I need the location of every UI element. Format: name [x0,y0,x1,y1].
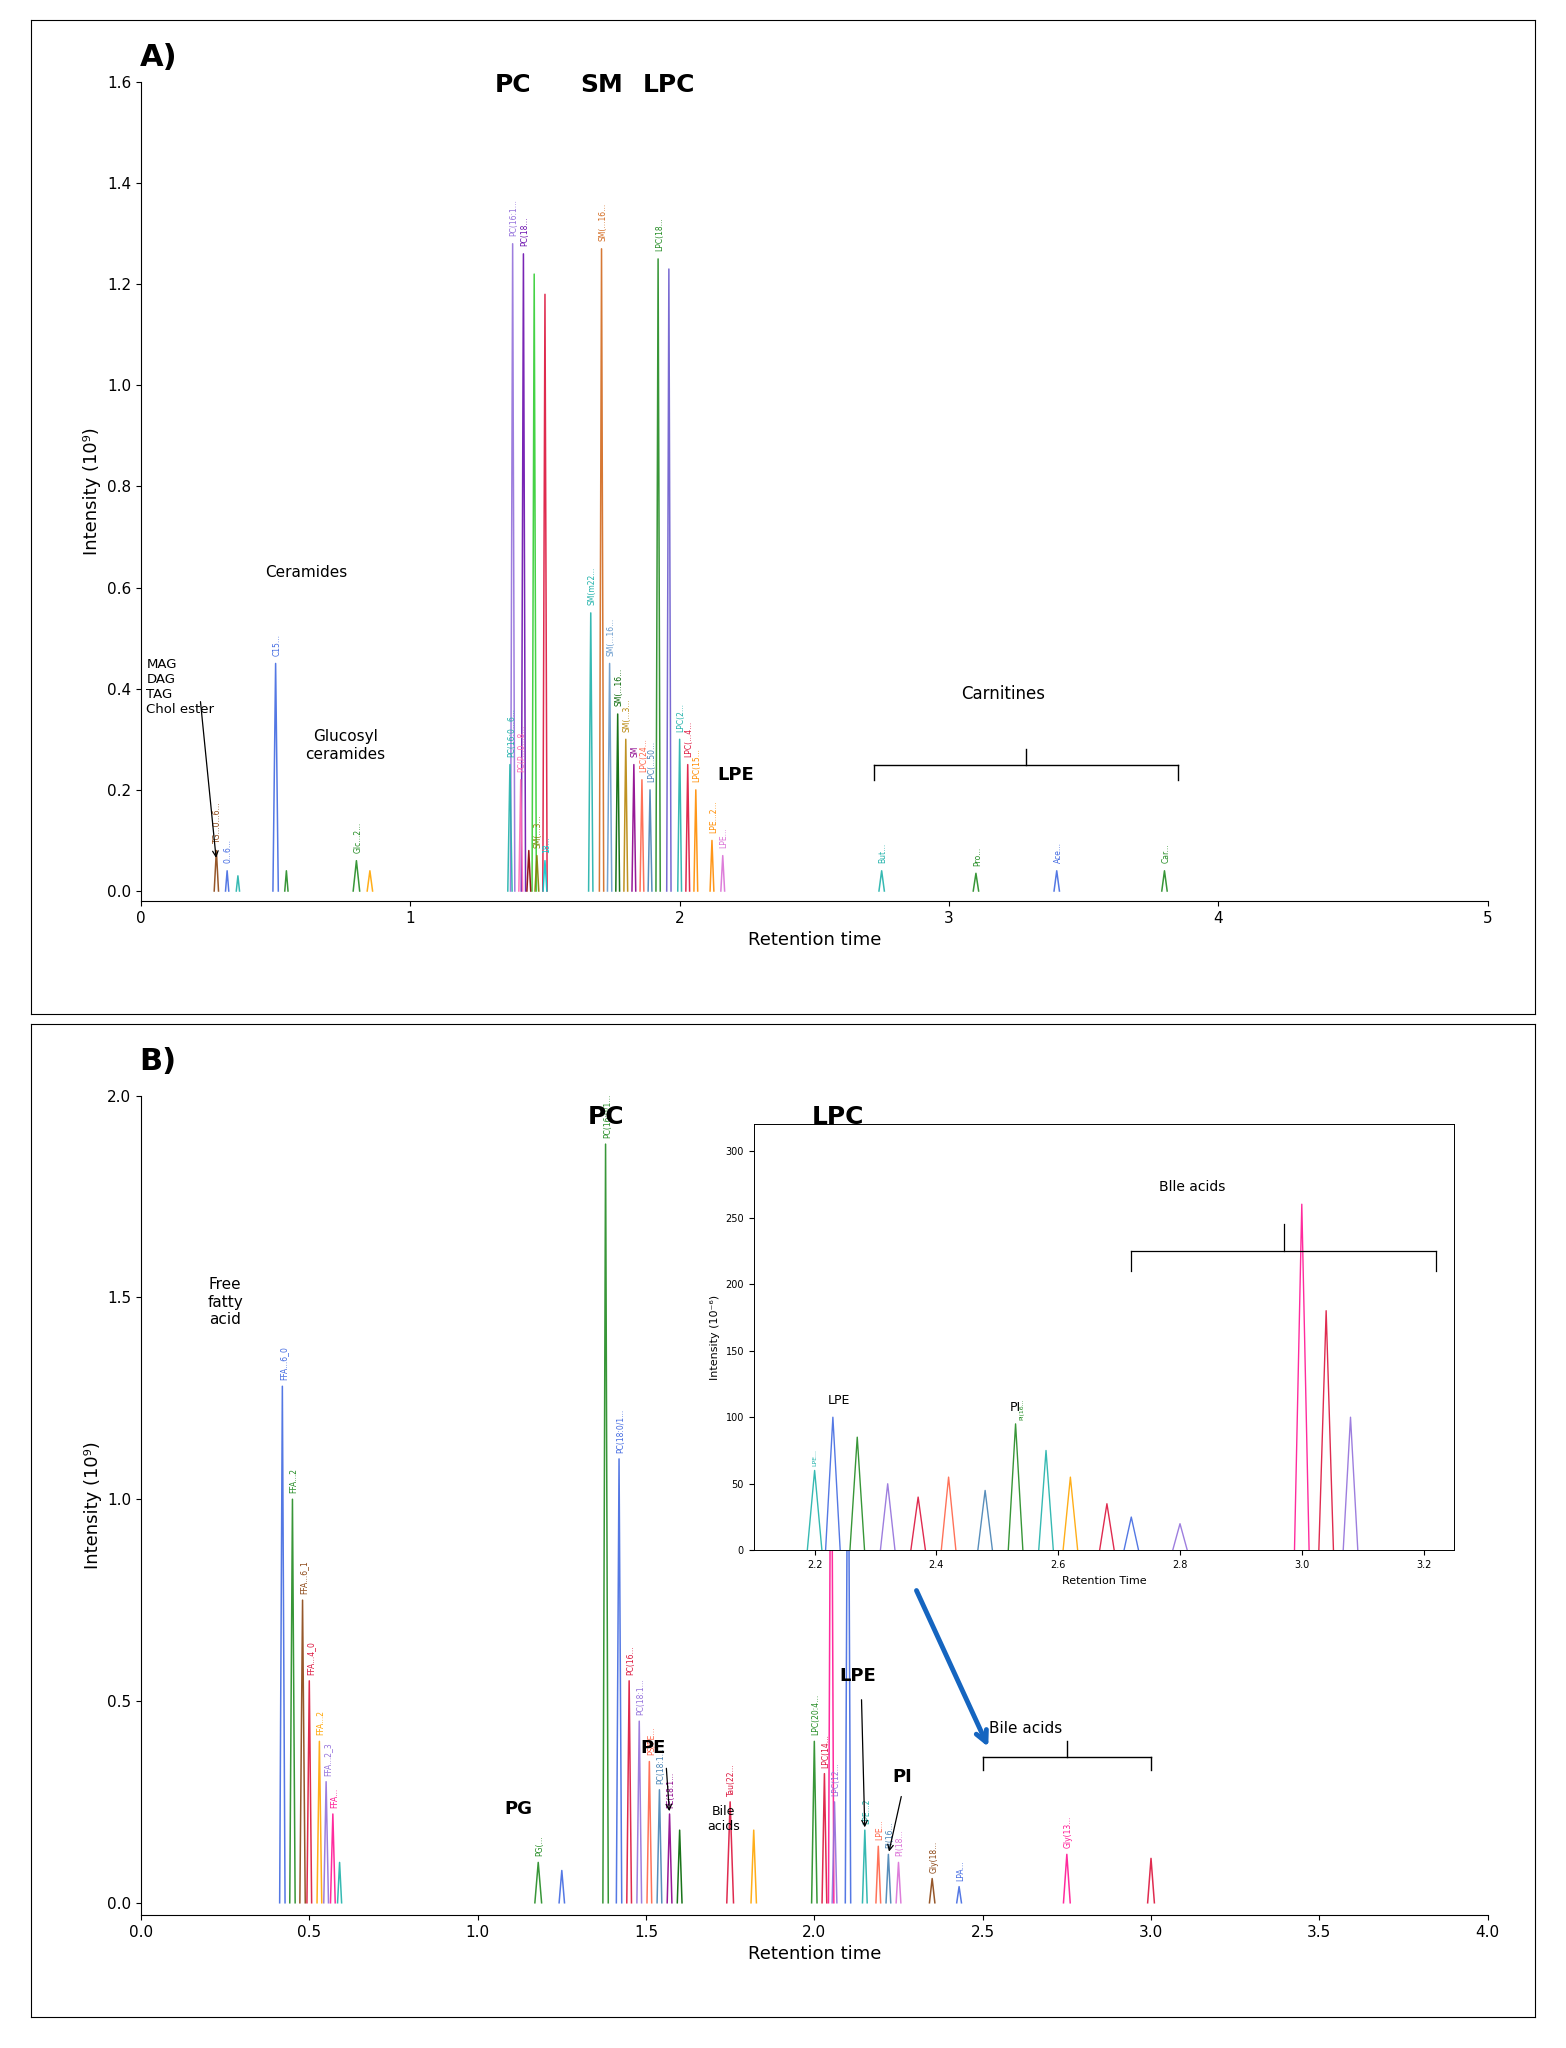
Text: PC(18:1...: PC(18:1... [656,1747,666,1784]
Text: LPE...: LPE... [875,1819,885,1841]
Text: PC(16:0/1...: PC(16:0/1... [603,1094,612,1139]
Text: SM: SM [631,745,639,758]
Text: Tau(22...: Tau(22... [727,1763,736,1796]
Text: FFA...2_3: FFA...2_3 [323,1743,332,1776]
Text: PI: PI [893,1767,911,1786]
Text: Blle acids: Blle acids [1159,1180,1225,1194]
Text: PC(16...: PC(16... [626,1645,636,1675]
Text: Carnitines: Carnitines [962,684,1045,702]
Text: LPC (1...: LPC (1... [846,1292,853,1323]
Text: Bile
acids: Bile acids [706,1804,739,1833]
Text: SM(...16...: SM(...16... [598,203,608,242]
Text: PS/PE...: PS/PE... [647,1726,656,1755]
Text: LPC: LPC [811,1106,864,1128]
Text: PC(18:0/1...: PC(18:0/1... [617,1409,625,1452]
Text: LPE...2...: LPE...2... [709,801,717,834]
Text: A): A) [139,43,177,72]
Text: PC(P...0...8...: PC(P...0...8... [518,725,526,772]
Text: PI: PI [1010,1401,1021,1413]
Text: PC: PC [587,1106,623,1128]
Text: Pro...: Pro... [972,846,982,866]
Text: LPC(14...: LPC(14... [822,1735,830,1767]
Text: SM(m22...: SM(m22... [587,567,597,606]
Text: PC(18...: PC(18... [520,217,529,246]
Text: PE(18:1...: PE(18:1... [667,1772,675,1808]
Text: PC(16:0...6...: PC(16:0...6... [507,709,515,758]
Text: LPA...: LPA... [957,1860,965,1880]
Text: LPC(...50...: LPC(...50... [647,741,656,782]
Text: FFA...2: FFA...2 [290,1468,299,1493]
Text: LPC(18...: LPC(18... [655,217,664,252]
Text: FFA...6_1: FFA...6_1 [299,1561,309,1593]
Text: PC(18:1...: PC(18:1... [636,1679,645,1714]
Text: FFA...4_0: FFA...4_0 [307,1640,315,1675]
Text: LPE: LPE [717,766,755,784]
Text: But...: But... [879,844,888,862]
Text: LPE...: LPE... [813,1450,817,1466]
Text: LPE...2: LPE...2 [861,1798,871,1825]
Text: PE: PE [640,1739,666,1757]
Text: PG(...: PG(... [536,1835,545,1855]
Text: Ace...: Ace... [1054,842,1063,862]
Text: LPE: LPE [839,1667,877,1686]
Y-axis label: Intensity (10⁹): Intensity (10⁹) [83,1442,102,1569]
Text: SM(...16...: SM(...16... [614,668,623,707]
Text: PI(16...: PI(16... [886,1821,894,1847]
X-axis label: Retention time: Retention time [747,1946,882,1964]
Text: PI(16...: PI(16... [1019,1399,1024,1419]
Text: LPC(12...: LPC(12... [832,1761,841,1796]
Text: Car...: Car... [1162,844,1170,862]
Text: MAG
DAG
TAG
Chol ester: MAG DAG TAG Chol ester [146,657,215,717]
Text: FFA...: FFA... [330,1788,338,1808]
Text: FFA...6_0: FFA...6_0 [280,1346,288,1380]
Text: Free
fatty
acid: Free fatty acid [207,1278,243,1327]
Y-axis label: Intensity (10⁻⁶): Intensity (10⁻⁶) [709,1294,720,1380]
Text: LPC(24...: LPC(24... [639,737,648,772]
Text: FFA...2: FFA...2 [316,1710,326,1735]
Text: LPC(...4...: LPC(...4... [684,721,694,758]
Text: C15...: C15... [272,635,282,655]
Text: LPC(2...: LPC(2... [677,702,686,731]
Text: Ceramides: Ceramides [265,565,348,580]
Text: PC: PC [495,74,531,96]
Y-axis label: Intensity (10⁹): Intensity (10⁹) [83,428,102,555]
Text: LPC(15...: LPC(15... [692,748,702,782]
Text: PI(18...: PI(18... [896,1829,905,1855]
Text: LPC(18:2...: LPC(18:2... [828,1251,838,1292]
Text: SM(...3...: SM(...3... [534,815,543,848]
Text: Gly(18...: Gly(18... [929,1841,938,1872]
X-axis label: Retention Time: Retention Time [1062,1575,1146,1585]
Text: Gly(13...: Gly(13... [1063,1817,1073,1847]
Text: B): B) [139,1047,177,1075]
Text: 0...6...: 0...6... [224,840,233,862]
Text: PC(16:1...: PC(16:1... [509,199,518,236]
Text: SM: SM [579,74,623,96]
Text: TG...0...6...: TG...0...6... [213,801,222,844]
Text: PG: PG [504,1800,532,1819]
Text: LPE: LPE [828,1395,850,1407]
Text: LPC: LPC [642,74,695,96]
Text: SM(...16...: SM(...16... [606,618,615,655]
Text: Glc...2...: Glc...2... [354,821,362,854]
Text: LPC(20:4...: LPC(20:4... [811,1694,821,1735]
X-axis label: Retention time: Retention time [747,932,882,950]
Text: 18...: 18... [542,836,551,854]
Text: Bile acids: Bile acids [990,1720,1063,1737]
Text: LPE...: LPE... [720,827,728,848]
Text: Glucosyl
ceramides: Glucosyl ceramides [305,729,385,762]
Text: SM(...3...: SM(...3... [623,698,631,731]
